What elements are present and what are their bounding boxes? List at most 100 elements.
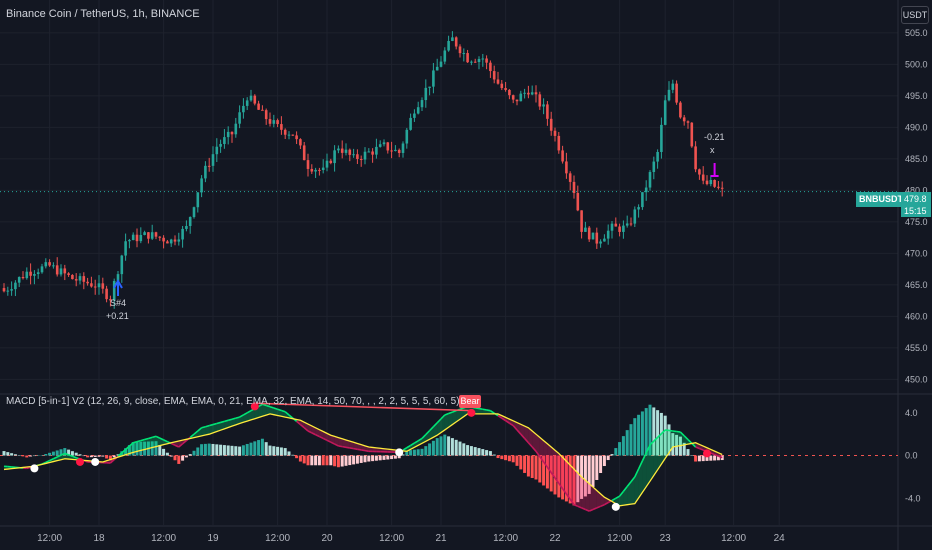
candle-body bbox=[629, 223, 633, 225]
candle-body bbox=[698, 169, 701, 175]
macd-line-segment bbox=[53, 456, 58, 460]
histogram-bar bbox=[302, 455, 306, 464]
histogram-bar bbox=[697, 455, 701, 462]
candle-body bbox=[481, 58, 485, 60]
histogram-bar bbox=[496, 455, 500, 459]
macd-fill-segment bbox=[638, 460, 643, 499]
price-tick-label: 500.0 bbox=[905, 59, 928, 69]
histogram-bar bbox=[105, 455, 109, 459]
macd-line-segment bbox=[334, 443, 339, 447]
macd-line-segment bbox=[512, 425, 518, 431]
candle-body bbox=[276, 120, 279, 125]
histogram-bar bbox=[564, 455, 568, 502]
histogram-bar bbox=[192, 450, 196, 456]
macd-line-segment bbox=[364, 449, 369, 453]
histogram-bar bbox=[131, 442, 135, 456]
candle-body bbox=[143, 232, 146, 235]
macd-fill-segment bbox=[585, 480, 590, 512]
histogram-bar bbox=[310, 455, 314, 466]
histogram-bar bbox=[637, 414, 641, 456]
candle-body bbox=[21, 277, 25, 279]
macd-line-segment bbox=[224, 419, 229, 423]
histogram-bar bbox=[21, 455, 25, 457]
macd-line-segment bbox=[596, 505, 601, 509]
candle-body bbox=[261, 109, 264, 111]
candle-body bbox=[648, 172, 652, 188]
candle-body bbox=[10, 289, 13, 291]
macd-line-segment bbox=[672, 430, 677, 433]
histogram-bar bbox=[416, 449, 420, 456]
macd-fill-segment bbox=[665, 429, 669, 459]
histogram-bar bbox=[355, 455, 359, 464]
histogram-bar bbox=[211, 443, 215, 456]
macd-line-segment bbox=[429, 426, 434, 432]
histogram-bar bbox=[409, 450, 413, 456]
currency-badge[interactable]: USDT bbox=[901, 6, 929, 24]
macd-fill-segment bbox=[456, 409, 460, 422]
macd-fill-segment bbox=[133, 441, 137, 453]
candle-body bbox=[500, 83, 504, 89]
macd-line-segment bbox=[554, 477, 560, 484]
macd-line-segment bbox=[660, 429, 666, 435]
candle-body bbox=[428, 86, 431, 88]
candle-body bbox=[705, 180, 709, 185]
macd-fill-segment bbox=[156, 436, 160, 447]
macd-line-segment bbox=[265, 404, 271, 408]
histogram-bar bbox=[317, 455, 321, 466]
macd-line-segment bbox=[679, 431, 685, 437]
macd-fill-segment bbox=[197, 427, 202, 437]
candle-body bbox=[314, 169, 317, 172]
histogram-bar bbox=[298, 455, 302, 462]
macd-fill-segment bbox=[589, 483, 593, 512]
candle-body bbox=[97, 283, 101, 288]
time-tick-label: 12:00 bbox=[493, 533, 518, 544]
histogram-bar bbox=[25, 455, 29, 458]
histogram-bar bbox=[112, 455, 116, 458]
macd-line-segment bbox=[665, 429, 670, 432]
candle-body bbox=[618, 226, 621, 232]
macd-line-segment bbox=[117, 452, 123, 457]
histogram-bar bbox=[222, 445, 226, 456]
macd-line-segment bbox=[140, 438, 145, 442]
macd-line-segment bbox=[592, 507, 598, 511]
candle-body bbox=[603, 238, 606, 242]
histogram-bar bbox=[625, 430, 629, 456]
macd-line-segment bbox=[417, 437, 423, 442]
macd-fill-segment bbox=[338, 437, 343, 447]
candle-body bbox=[644, 187, 648, 193]
histogram-bar bbox=[272, 446, 276, 456]
candle-body bbox=[424, 87, 428, 101]
histogram-bar bbox=[329, 455, 333, 466]
candle-body bbox=[523, 92, 526, 94]
macd-line-segment bbox=[588, 508, 594, 512]
histogram-bar bbox=[336, 455, 340, 468]
macd-line-segment bbox=[489, 410, 495, 414]
candle-body bbox=[390, 150, 393, 152]
candle-body bbox=[154, 232, 158, 237]
histogram-bar bbox=[568, 455, 572, 504]
candle-body bbox=[55, 265, 59, 275]
candle-body bbox=[694, 146, 697, 170]
histogram-bar bbox=[542, 455, 546, 486]
candle-body bbox=[690, 122, 694, 147]
histogram-bar bbox=[443, 434, 447, 456]
macd-line-segment bbox=[546, 466, 552, 474]
candle-body bbox=[162, 237, 165, 242]
histogram-bar bbox=[367, 455, 371, 462]
time-tick-label: 23 bbox=[660, 533, 672, 544]
macd-fill-segment bbox=[247, 410, 251, 422]
macd-line-segment bbox=[687, 438, 693, 444]
macd-fill-segment bbox=[448, 412, 453, 428]
macd-fill-segment bbox=[232, 418, 236, 427]
macd-fill-segment bbox=[558, 453, 563, 489]
cross-marker bbox=[467, 408, 476, 417]
candle-body bbox=[333, 150, 336, 164]
histogram-bar bbox=[32, 455, 36, 457]
candle-body bbox=[458, 46, 462, 54]
histogram-bar bbox=[162, 448, 166, 456]
macd-line-segment bbox=[452, 409, 457, 413]
histogram-bar bbox=[207, 443, 211, 456]
macd-fill-segment bbox=[258, 404, 263, 418]
macd-line-segment bbox=[585, 508, 590, 512]
